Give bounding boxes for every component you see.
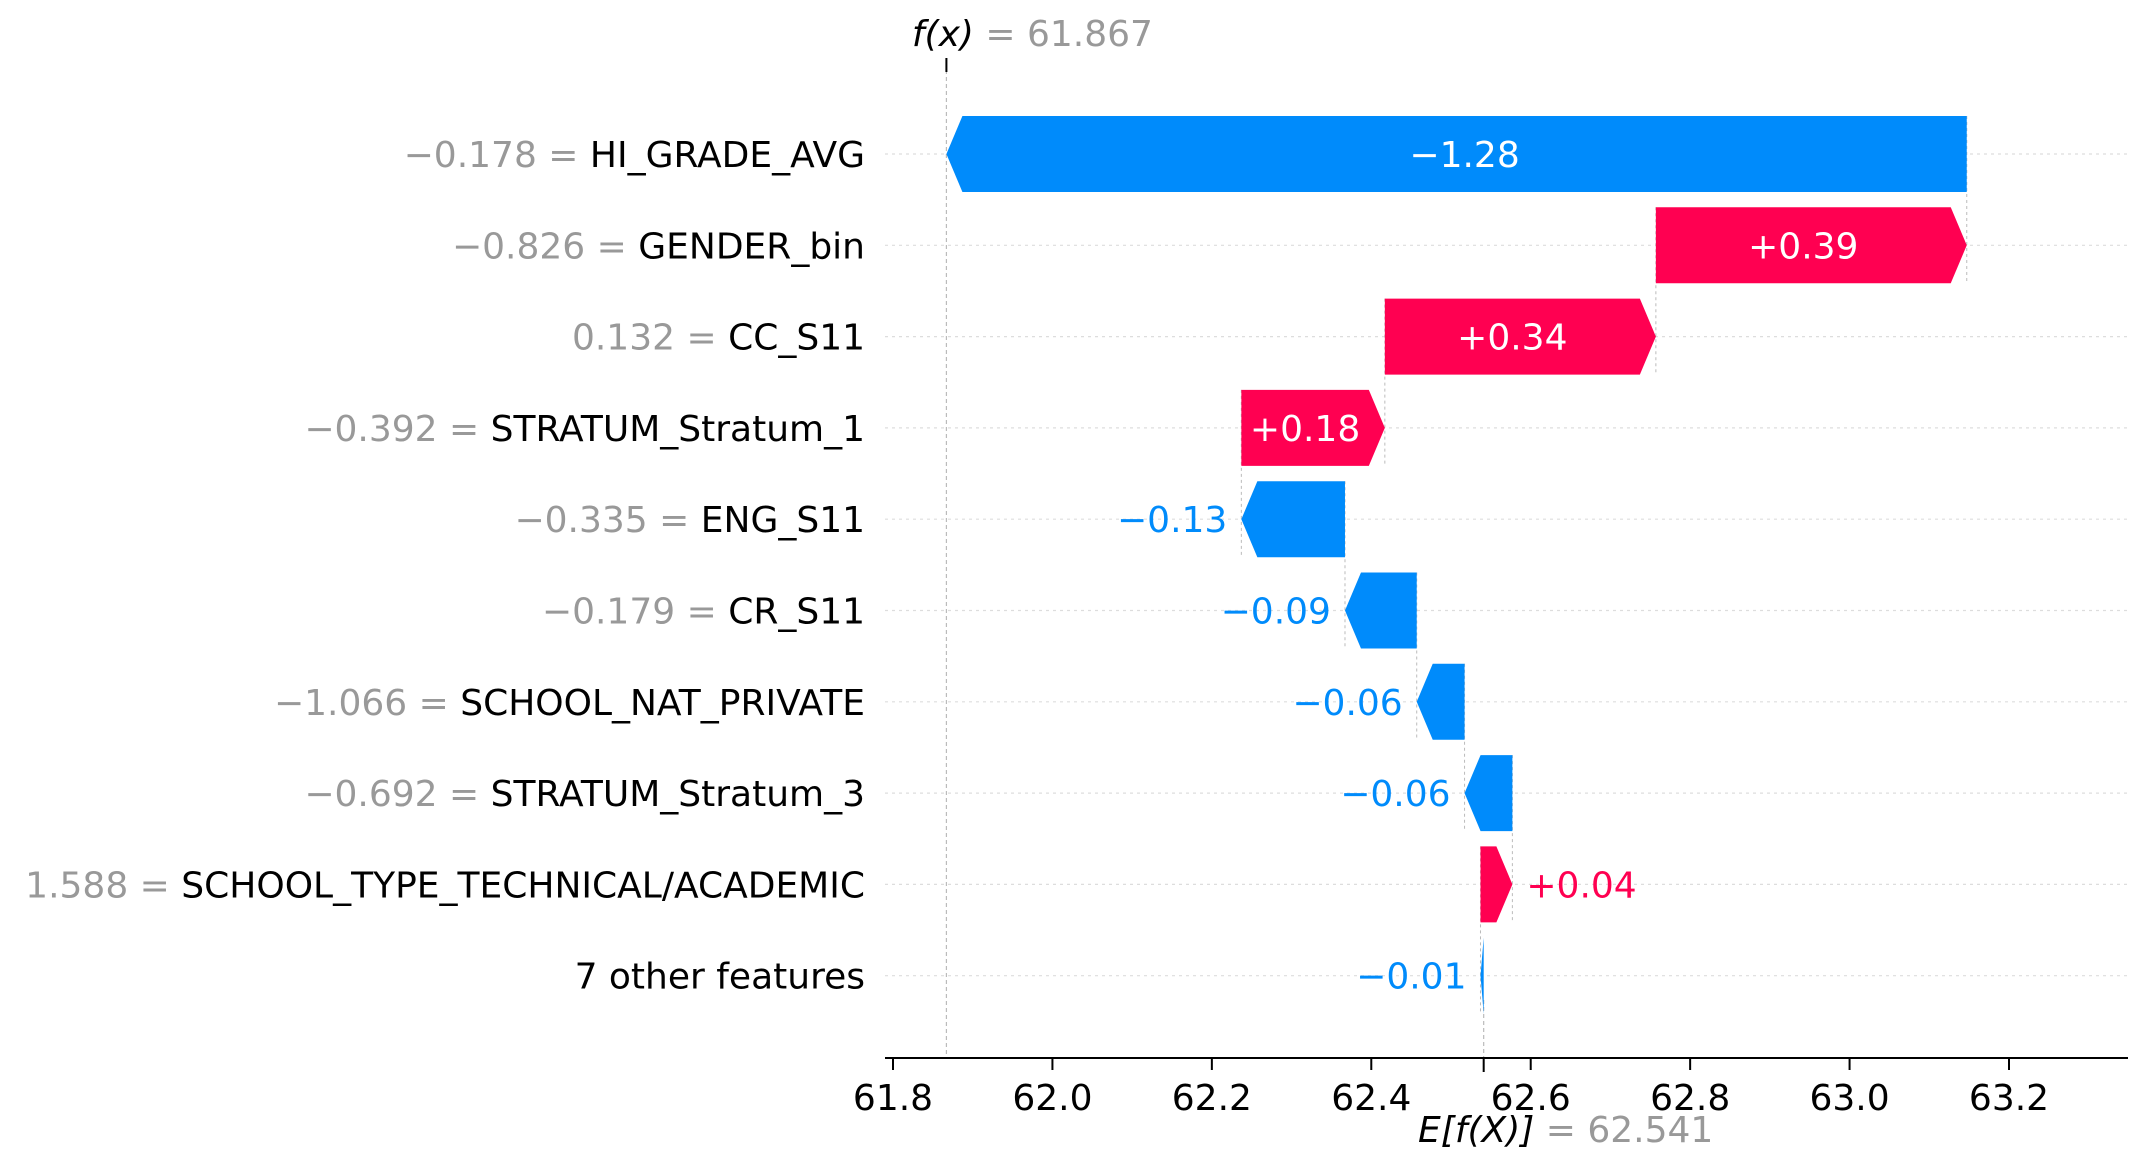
bar-negative: [946, 116, 1967, 192]
bar-negative: [1241, 481, 1345, 558]
feature-label: −1.066 = SCHOOL_NAT_PRIVATE: [274, 683, 865, 724]
feature-name: STRATUM_Stratum_1: [491, 409, 865, 450]
efx-value: 62.541: [1587, 1110, 1713, 1151]
bar-negative: [1480, 937, 1484, 1014]
feature-value: −0.335 =: [514, 500, 700, 541]
feature-value: −0.178 =: [404, 135, 590, 176]
feature-label: −0.692 = STRATUM_Stratum_3: [304, 774, 865, 815]
bar-positive: [1655, 207, 1967, 284]
feature-value: −0.392 =: [304, 409, 490, 450]
fx-eq: =: [974, 14, 1027, 55]
bar-value-label: −1.28: [1409, 135, 1519, 176]
feature-label: 1.588 = SCHOOL_TYPE_TECHNICAL/ACADEMIC: [25, 865, 865, 906]
fx-value: 61.867: [1027, 14, 1153, 55]
feature-name: STRATUM_Stratum_3: [491, 774, 865, 815]
bar-positive: [1480, 846, 1513, 923]
x-tick-label: 62.8: [1650, 1078, 1730, 1119]
feature-value: −1.066 =: [274, 683, 460, 724]
bar-value-label: +0.18: [1250, 409, 1360, 450]
feature-label: 7 other features: [575, 957, 865, 998]
fx-label: f(x): [912, 14, 974, 55]
x-tick-label: 63.0: [1809, 1078, 1889, 1119]
bar-value-label: −0.06: [1340, 774, 1450, 815]
bar-negative: [1464, 755, 1513, 832]
bar-positive: [1384, 298, 1656, 375]
feature-label: 0.132 = CC_S11: [572, 318, 865, 359]
x-tick-label: 61.8: [853, 1078, 933, 1119]
bars: −1.28 +0.39 +0.34 +0.18 −0.13 −0.09 −0.06 −0.06…: [946, 116, 1967, 1014]
x-tick-label: 62.6: [1491, 1078, 1571, 1119]
feature-label: −0.335 = ENG_S11: [514, 500, 865, 541]
feature-value: −0.692 =: [304, 774, 490, 815]
bar-positive: [1241, 389, 1385, 466]
feature-value: −0.179 =: [542, 592, 728, 633]
reference-lines: [945, 58, 1968, 1072]
bar-value-label: −0.01: [1356, 957, 1466, 998]
bar-value-label: −0.13: [1117, 500, 1227, 541]
feature-name: SCHOOL_NAT_PRIVATE: [460, 683, 865, 724]
bar-value-label: +0.34: [1457, 318, 1567, 359]
feature-label: −0.392 = STRATUM_Stratum_1: [304, 409, 865, 450]
feature-name: HI_GRADE_AVG: [590, 135, 865, 176]
efx-annotation: E[f(X)] = 62.541: [1418, 1110, 1713, 1151]
x-tick-label: 62.2: [1172, 1078, 1252, 1119]
feature-name: CR_S11: [728, 592, 865, 633]
bar-value-label: −0.06: [1292, 683, 1402, 724]
feature-name: ENG_S11: [701, 500, 865, 541]
bar-negative: [1416, 663, 1465, 740]
x-axis: 61.8 62.0 62.2 62.4 62.6 62.8 63.0 63.2: [853, 1057, 2128, 1119]
feature-name: CC_S11: [728, 318, 865, 359]
bar-negative: [1344, 572, 1417, 649]
x-tick-label: 63.2: [1969, 1078, 2049, 1119]
feature-value: 0.132 =: [572, 318, 728, 359]
feature-label: −0.826 = GENDER_bin: [452, 226, 865, 267]
feature-name: GENDER_bin: [638, 226, 865, 267]
feature-value: −0.826 =: [452, 226, 638, 267]
fx-annotation: f(x) = 61.867: [912, 14, 1153, 55]
feature-value: 1.588 =: [25, 865, 181, 906]
feature-label: −0.179 = CR_S11: [542, 592, 865, 633]
feature-name: SCHOOL_TYPE_TECHNICAL/ACADEMIC: [181, 865, 865, 906]
x-tick-label: 62.4: [1331, 1078, 1411, 1119]
bar-value-label: +0.04: [1526, 865, 1636, 906]
bar-value-label: −0.09: [1221, 592, 1331, 633]
x-tick-label: 62.0: [1012, 1078, 1092, 1119]
efx-eq: =: [1534, 1110, 1587, 1151]
efx-label: E[f(X)]: [1418, 1110, 1534, 1151]
bar-value-label: +0.39: [1748, 226, 1858, 267]
feature-name: 7 other features: [575, 957, 865, 998]
feature-labels: −0.178 = HI_GRADE_AVG −0.826 = GENDER_bin…: [25, 135, 865, 998]
feature-label: −0.178 = HI_GRADE_AVG: [404, 135, 865, 176]
